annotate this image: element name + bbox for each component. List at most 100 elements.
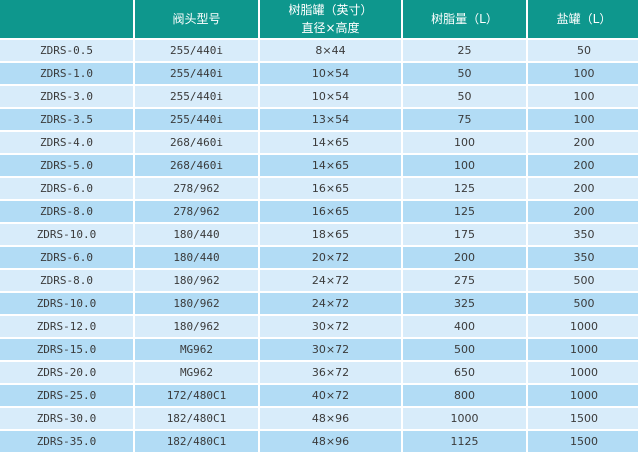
- cell-model: ZDRS-25.0: [0, 385, 133, 406]
- table-body: ZDRS-0.5 255/440i 8×44 25 50 ZDRS-1.0 255/440i…: [0, 40, 638, 452]
- cell-valve-model: 180/962: [135, 316, 258, 337]
- cell-tank-size: 20×72: [260, 247, 401, 268]
- cell-valve-model: 278/962: [135, 201, 258, 222]
- cell-model: ZDRS-6.0: [0, 247, 133, 268]
- cell-resin-volume: 400: [403, 316, 526, 337]
- table-row: ZDRS-30.0 182/480C1 48×96 1000 1500: [0, 408, 638, 429]
- cell-model: ZDRS-30.0: [0, 408, 133, 429]
- cell-resin-volume: 1125: [403, 431, 526, 452]
- cell-brine-volume: 1500: [528, 431, 638, 452]
- table-row: ZDRS-4.0 268/460i 14×65 100 200: [0, 132, 638, 153]
- cell-tank-size: 24×72: [260, 293, 401, 314]
- cell-model: ZDRS-10.0: [0, 293, 133, 314]
- cell-brine-volume: 100: [528, 63, 638, 84]
- header-resin-tank: 树脂罐（英寸） 直径×高度: [260, 0, 401, 38]
- cell-model: ZDRS-15.0: [0, 339, 133, 360]
- cell-model: ZDRS-5.0: [0, 155, 133, 176]
- cell-brine-volume: 200: [528, 201, 638, 222]
- cell-tank-size: 8×44: [260, 40, 401, 61]
- cell-model: ZDRS-10.0: [0, 224, 133, 245]
- cell-model: ZDRS-4.0: [0, 132, 133, 153]
- cell-tank-size: 16×65: [260, 178, 401, 199]
- cell-tank-size: 14×65: [260, 155, 401, 176]
- cell-valve-model: 180/962: [135, 270, 258, 291]
- header-model: [0, 0, 133, 38]
- cell-valve-model: 268/460i: [135, 132, 258, 153]
- header-brine-tank: 盐罐（L）: [528, 0, 638, 38]
- cell-resin-volume: 50: [403, 86, 526, 107]
- table-row: ZDRS-15.0 MG962 30×72 500 1000: [0, 339, 638, 360]
- cell-brine-volume: 50: [528, 40, 638, 61]
- table-row: ZDRS-25.0 172/480C1 40×72 800 1000: [0, 385, 638, 406]
- table-row: ZDRS-35.0 182/480C1 48×96 1125 1500: [0, 431, 638, 452]
- header-resin-tank-line2: 直径×高度: [301, 21, 360, 35]
- cell-tank-size: 10×54: [260, 63, 401, 84]
- cell-model: ZDRS-8.0: [0, 270, 133, 291]
- cell-brine-volume: 500: [528, 293, 638, 314]
- cell-resin-volume: 100: [403, 155, 526, 176]
- cell-resin-volume: 500: [403, 339, 526, 360]
- cell-valve-model: 182/480C1: [135, 408, 258, 429]
- cell-brine-volume: 1500: [528, 408, 638, 429]
- cell-resin-volume: 125: [403, 201, 526, 222]
- cell-model: ZDRS-20.0: [0, 362, 133, 383]
- cell-model: ZDRS-35.0: [0, 431, 133, 452]
- cell-tank-size: 40×72: [260, 385, 401, 406]
- cell-model: ZDRS-6.0: [0, 178, 133, 199]
- header-resin-volume: 树脂量（L）: [403, 0, 526, 38]
- cell-model: ZDRS-0.5: [0, 40, 133, 61]
- cell-valve-model: 180/440: [135, 247, 258, 268]
- cell-valve-model: MG962: [135, 362, 258, 383]
- header-valve-model: 阀头型号: [135, 0, 258, 38]
- cell-valve-model: MG962: [135, 339, 258, 360]
- cell-tank-size: 30×72: [260, 316, 401, 337]
- cell-valve-model: 255/440i: [135, 40, 258, 61]
- table-row: ZDRS-8.0 278/962 16×65 125 200: [0, 201, 638, 222]
- cell-resin-volume: 100: [403, 132, 526, 153]
- cell-valve-model: 255/440i: [135, 86, 258, 107]
- cell-brine-volume: 1000: [528, 385, 638, 406]
- table-row: ZDRS-10.0 180/440 18×65 175 350: [0, 224, 638, 245]
- cell-brine-volume: 100: [528, 86, 638, 107]
- cell-valve-model: 255/440i: [135, 63, 258, 84]
- table-row: ZDRS-12.0 180/962 30×72 400 1000: [0, 316, 638, 337]
- cell-resin-volume: 125: [403, 178, 526, 199]
- cell-tank-size: 36×72: [260, 362, 401, 383]
- cell-brine-volume: 1000: [528, 339, 638, 360]
- cell-resin-volume: 75: [403, 109, 526, 130]
- cell-brine-volume: 200: [528, 178, 638, 199]
- cell-resin-volume: 325: [403, 293, 526, 314]
- cell-resin-volume: 1000: [403, 408, 526, 429]
- cell-tank-size: 48×96: [260, 431, 401, 452]
- table-row: ZDRS-3.0 255/440i 10×54 50 100: [0, 86, 638, 107]
- cell-model: ZDRS-3.5: [0, 109, 133, 130]
- header-row: 阀头型号 树脂罐（英寸） 直径×高度 树脂量（L） 盐罐（L）: [0, 0, 638, 38]
- cell-model: ZDRS-3.0: [0, 86, 133, 107]
- cell-valve-model: 278/962: [135, 178, 258, 199]
- table-row: ZDRS-0.5 255/440i 8×44 25 50: [0, 40, 638, 61]
- cell-brine-volume: 200: [528, 155, 638, 176]
- cell-brine-volume: 1000: [528, 316, 638, 337]
- cell-resin-volume: 50: [403, 63, 526, 84]
- cell-resin-volume: 650: [403, 362, 526, 383]
- cell-brine-volume: 500: [528, 270, 638, 291]
- cell-resin-volume: 800: [403, 385, 526, 406]
- cell-valve-model: 180/962: [135, 293, 258, 314]
- cell-brine-volume: 1000: [528, 362, 638, 383]
- cell-resin-volume: 275: [403, 270, 526, 291]
- table-row: ZDRS-6.0 278/962 16×65 125 200: [0, 178, 638, 199]
- cell-tank-size: 13×54: [260, 109, 401, 130]
- cell-model: ZDRS-12.0: [0, 316, 133, 337]
- header-resin-tank-line1: 树脂罐（英寸）: [288, 3, 373, 17]
- cell-valve-model: 268/460i: [135, 155, 258, 176]
- cell-brine-volume: 350: [528, 224, 638, 245]
- table-row: ZDRS-6.0 180/440 20×72 200 350: [0, 247, 638, 268]
- table-row: ZDRS-5.0 268/460i 14×65 100 200: [0, 155, 638, 176]
- table-row: ZDRS-8.0 180/962 24×72 275 500: [0, 270, 638, 291]
- cell-tank-size: 16×65: [260, 201, 401, 222]
- cell-resin-volume: 25: [403, 40, 526, 61]
- table-row: ZDRS-3.5 255/440i 13×54 75 100: [0, 109, 638, 130]
- cell-valve-model: 182/480C1: [135, 431, 258, 452]
- table-row: ZDRS-20.0 MG962 36×72 650 1000: [0, 362, 638, 383]
